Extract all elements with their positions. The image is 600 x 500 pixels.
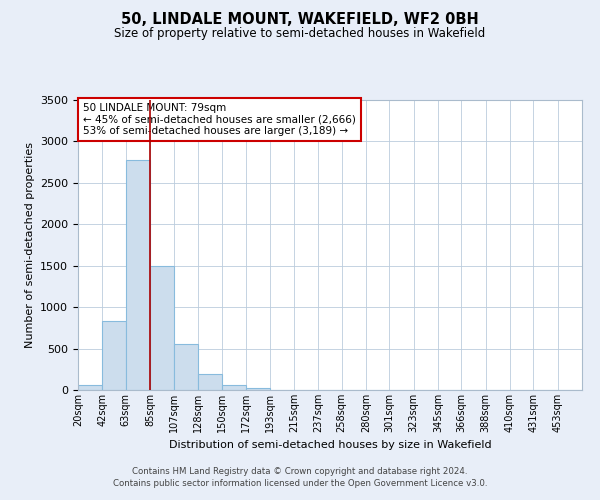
Bar xyxy=(78,385,103,390)
Bar xyxy=(125,160,150,390)
Bar xyxy=(247,388,269,390)
Bar xyxy=(197,374,222,390)
Y-axis label: Number of semi-detached properties: Number of semi-detached properties xyxy=(25,142,35,348)
Bar xyxy=(150,266,175,390)
Text: Size of property relative to semi-detached houses in Wakefield: Size of property relative to semi-detach… xyxy=(115,28,485,40)
Text: 50 LINDALE MOUNT: 79sqm
← 45% of semi-detached houses are smaller (2,666)
53% of: 50 LINDALE MOUNT: 79sqm ← 45% of semi-de… xyxy=(83,103,356,136)
Bar xyxy=(175,344,197,390)
Text: 50, LINDALE MOUNT, WAKEFIELD, WF2 0BH: 50, LINDALE MOUNT, WAKEFIELD, WF2 0BH xyxy=(121,12,479,28)
X-axis label: Distribution of semi-detached houses by size in Wakefield: Distribution of semi-detached houses by … xyxy=(169,440,491,450)
Bar xyxy=(103,321,125,390)
Text: Contains HM Land Registry data © Crown copyright and database right 2024.
Contai: Contains HM Land Registry data © Crown c… xyxy=(113,466,487,487)
Bar xyxy=(222,385,247,390)
